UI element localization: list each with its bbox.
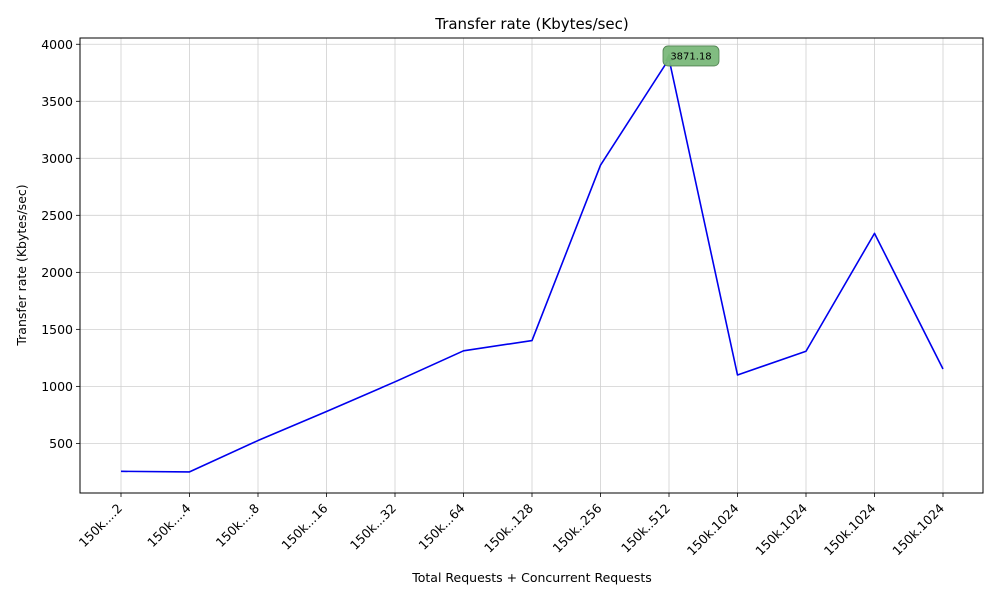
y-axis-label: Transfer rate (Kbytes/sec): [14, 184, 29, 346]
x-tick-label: 150k...64: [415, 500, 467, 552]
x-tick-label: 150k...32: [347, 501, 399, 553]
x-tick-label: 150k....4: [144, 500, 193, 549]
data-point: [737, 374, 739, 376]
axes: [76, 37, 984, 497]
x-tick-label: 150k....2: [76, 501, 125, 550]
x-tick-label: 150k...16: [278, 500, 330, 552]
plot-frame: [79, 37, 984, 494]
series-line: [120, 58, 944, 473]
x-tick-label: 150k.1024: [684, 500, 742, 558]
x-tick-label: 150k.1024: [821, 500, 879, 558]
data-point: [326, 410, 328, 412]
data-point: [394, 381, 396, 383]
x-tick-label: 150k..512: [618, 501, 673, 556]
x-tick-label: 150k..256: [550, 500, 605, 555]
y-tick-label: 2500: [41, 208, 73, 223]
y-tick-label: 3000: [41, 151, 73, 166]
y-tick-label: 2000: [41, 265, 73, 280]
y-tick-label: 4000: [41, 37, 73, 52]
data-point: [874, 232, 876, 234]
data-point: [463, 350, 465, 352]
data-point: [189, 471, 191, 473]
x-tick-label: 150k.1024: [889, 500, 947, 558]
data-point: [120, 470, 122, 472]
plot-data: [120, 58, 944, 473]
data-point: [805, 350, 807, 352]
x-tick-label: 150k....8: [213, 500, 262, 549]
y-tick-label: 500: [49, 436, 73, 451]
annotation-box: [662, 45, 720, 67]
annotation-label: 3871.18: [670, 51, 711, 62]
chart-title: Transfer rate (Kbytes/sec): [434, 15, 629, 33]
y-tick-label: 3500: [41, 94, 73, 109]
x-axis-label: Total Requests + Concurrent Requests: [411, 570, 652, 585]
data-point: [942, 368, 944, 370]
tick-labels: 150k....2 150k....4 150k....8 150k...16 150k…: [41, 37, 947, 559]
data-point: [257, 440, 259, 442]
data-point: [531, 340, 533, 342]
y-tick-label: 1500: [41, 322, 73, 337]
y-tick-label: 1000: [41, 379, 73, 394]
data-point: [600, 164, 602, 166]
x-tick-label: 150k..128: [481, 500, 536, 555]
annotations: 3871.18: [662, 45, 720, 67]
x-tick-label: 150k.1024: [752, 500, 810, 558]
grid-lines: [80, 38, 983, 493]
